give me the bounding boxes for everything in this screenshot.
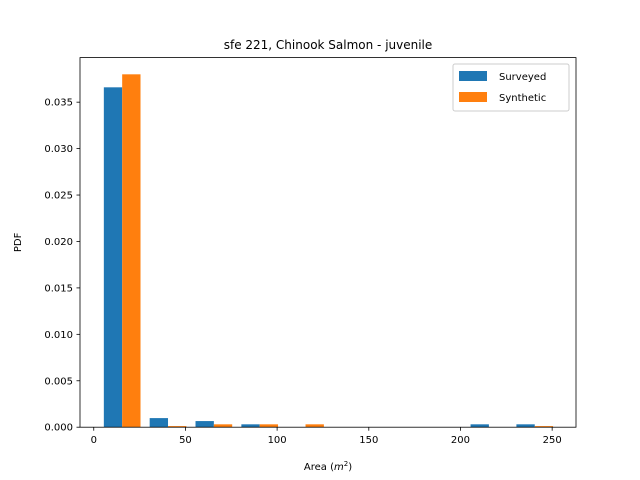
x-ticks: 0 50 100 150 200 250	[91, 427, 562, 446]
x-tick-label: 100	[268, 435, 287, 446]
x-axis-unit: m	[334, 462, 344, 473]
plot-frame	[79, 57, 577, 428]
bar-synthetic-2	[213, 424, 233, 428]
bar-synthetic-9	[534, 426, 554, 428]
bar-surveyed-0	[103, 87, 123, 428]
bar-synthetic-0	[122, 74, 141, 428]
y-ticks: 0.000 0.005 0.010 0.015 0.020 0.025 0.030 0.035	[44, 98, 80, 434]
y-tick-label: 0.035	[44, 98, 73, 109]
x-tick-label: 250	[543, 435, 562, 446]
legend-swatch-synthetic	[459, 92, 487, 102]
bar-synthetic-4	[305, 424, 324, 428]
bars-layer	[103, 74, 554, 428]
bar-surveyed-1	[149, 418, 169, 428]
bar-surveyed-8	[470, 424, 489, 428]
y-tick-label: 0.005	[44, 376, 73, 387]
x-tick-label: 50	[179, 435, 192, 446]
x-tick-label: 150	[359, 435, 378, 446]
bar-synthetic-1	[168, 426, 187, 428]
bar-surveyed-3	[241, 424, 260, 428]
legend: Surveyed Synthetic	[452, 63, 570, 112]
y-axis-label: PDF	[13, 232, 24, 252]
x-tick-label: 0	[91, 435, 97, 446]
legend-label-synthetic: Synthetic	[499, 93, 546, 104]
y-tick-label: 0.000	[44, 423, 73, 434]
legend-swatch-surveyed	[459, 71, 487, 81]
x-axis-unit-exponent: 2	[344, 460, 348, 468]
y-tick-label: 0.025	[44, 191, 73, 202]
y-tick-label: 0.010	[44, 330, 73, 341]
legend-label-surveyed: Surveyed	[499, 72, 546, 83]
bar-synthetic-3	[259, 424, 279, 428]
bar-surveyed-9	[516, 424, 535, 428]
y-tick-label: 0.015	[44, 283, 73, 294]
y-tick-label: 0.020	[44, 237, 73, 248]
x-tick-label: 200	[451, 435, 470, 446]
y-tick-label: 0.030	[44, 144, 73, 155]
bar-surveyed-2	[195, 421, 214, 428]
x-axis-label: Area (m2)	[304, 460, 352, 473]
chart-title: sfe 221, Chinook Salmon - juvenile	[224, 38, 433, 52]
